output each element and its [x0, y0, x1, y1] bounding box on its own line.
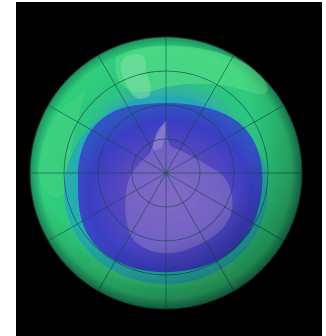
ozone-globe-map	[29, 36, 303, 310]
map-frame	[16, 2, 322, 336]
globe-outline	[29, 36, 303, 310]
globe-limb-shade	[30, 37, 302, 309]
